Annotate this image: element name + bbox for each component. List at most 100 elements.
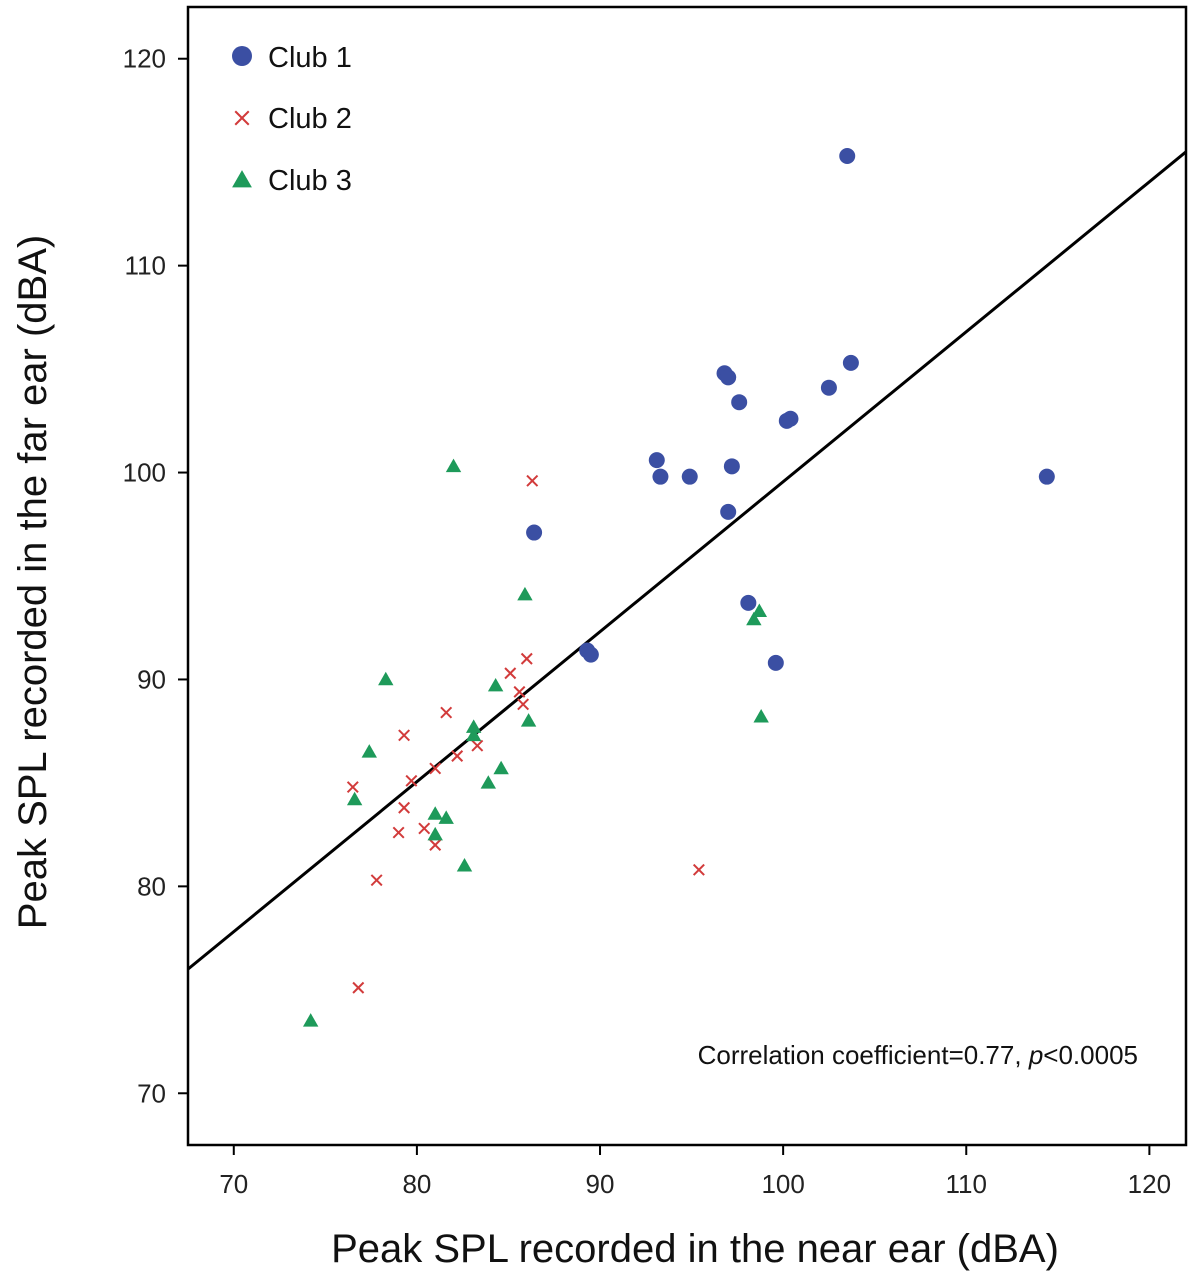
data-point-club-1 bbox=[839, 147, 856, 164]
data-point-club-2 bbox=[471, 739, 484, 752]
data-point-club-2 bbox=[504, 667, 517, 680]
x-marker-stroke bbox=[429, 839, 442, 851]
data-point-club-3 bbox=[465, 719, 482, 733]
data-point-club-1 bbox=[648, 452, 665, 469]
legend-marker-club-3 bbox=[232, 170, 252, 188]
y-tick-label: 90 bbox=[137, 664, 166, 694]
x-axis-ticks: 70 80 90 100 110 120 bbox=[219, 1145, 1171, 1199]
data-point-club-1 bbox=[720, 503, 737, 520]
data-point-club-2 bbox=[520, 652, 533, 665]
data-point-club-2 bbox=[418, 822, 431, 835]
data-point-club-2 bbox=[346, 781, 359, 794]
data-point-club-3 bbox=[465, 727, 482, 742]
y-axis-title: Peak SPL recorded in the far ear (dBA) bbox=[11, 235, 55, 929]
x-marker-stroke bbox=[451, 750, 464, 762]
data-point-club-3 bbox=[493, 760, 509, 775]
data-point-club-2 bbox=[429, 762, 442, 775]
data-point-club-3 bbox=[480, 775, 497, 789]
legend-label-club-2: Club 2 bbox=[268, 103, 352, 135]
regression-line bbox=[187, 150, 1187, 971]
data-point-club-1 bbox=[842, 354, 859, 371]
data-point-club-1 bbox=[767, 654, 784, 671]
data-point-club-1 bbox=[740, 594, 757, 611]
legend-symbol-club-1 bbox=[232, 46, 252, 66]
annotation-prefix: Correlation coefficient=0.77, bbox=[698, 1040, 1029, 1070]
y-axis-ticks: 70 80 90 100 110 120 bbox=[123, 44, 188, 1108]
data-point-club-3 bbox=[746, 611, 762, 626]
y-tick-label: 100 bbox=[123, 458, 166, 488]
data-point-club-3 bbox=[361, 744, 377, 758]
data-point-club-1 bbox=[526, 524, 543, 541]
x-marker-stroke bbox=[692, 863, 705, 876]
data-point-club-2 bbox=[451, 750, 464, 762]
data-point-club-3 bbox=[378, 671, 394, 686]
data-point-club-2 bbox=[440, 706, 453, 719]
data-point-club-2 bbox=[429, 839, 442, 851]
data-point-club-1 bbox=[720, 369, 737, 386]
correlation-annotation: Correlation coefficient=0.77, p<0.0005 bbox=[698, 1040, 1138, 1070]
data-point-club-1 bbox=[820, 379, 837, 396]
x-tick-label: 70 bbox=[219, 1169, 248, 1199]
y-tick-label: 80 bbox=[137, 871, 166, 901]
x-tick-label: 90 bbox=[586, 1169, 615, 1199]
x-marker-stroke bbox=[429, 762, 442, 775]
data-point-club-2 bbox=[517, 698, 530, 711]
data-point-club-3 bbox=[445, 458, 462, 473]
x-tick-label: 110 bbox=[946, 1169, 987, 1199]
data-point-club-1 bbox=[652, 468, 669, 485]
x-marker-stroke bbox=[392, 826, 405, 839]
data-point-club-2 bbox=[398, 801, 411, 814]
legend-label-club-3: Club 3 bbox=[268, 165, 352, 197]
x-marker-stroke bbox=[370, 874, 383, 887]
data-points bbox=[302, 147, 1055, 1027]
data-point-club-3 bbox=[751, 603, 768, 617]
data-point-club-3 bbox=[520, 713, 537, 727]
plot-frame bbox=[186, 5, 1188, 1147]
data-point-club-3 bbox=[427, 826, 443, 841]
legend: Club 1 Club 2 Club 3 bbox=[232, 42, 352, 197]
x-tick-label: 100 bbox=[761, 1169, 804, 1199]
data-point-club-1 bbox=[681, 468, 698, 485]
legend-symbol-club-2 bbox=[234, 110, 250, 126]
y-tick-label: 70 bbox=[137, 1078, 166, 1108]
data-point-club-3 bbox=[438, 810, 454, 824]
x-marker-stroke bbox=[405, 774, 418, 787]
data-point-club-2 bbox=[392, 826, 405, 839]
x-marker-stroke bbox=[517, 698, 530, 711]
y-tick-label: 110 bbox=[125, 251, 166, 281]
x-marker-stroke bbox=[398, 729, 411, 742]
data-point-club-3 bbox=[753, 708, 769, 723]
x-marker-stroke bbox=[440, 706, 453, 719]
legend-marker-club-1 bbox=[232, 46, 252, 66]
x-marker-stroke bbox=[418, 822, 431, 835]
x-marker-stroke bbox=[513, 685, 526, 698]
data-point-club-3 bbox=[346, 791, 363, 806]
data-point-club-2 bbox=[405, 774, 418, 787]
data-point-club-2 bbox=[398, 729, 411, 742]
x-tick-label: 80 bbox=[402, 1169, 431, 1199]
data-point-club-3 bbox=[456, 857, 473, 872]
x-marker-stroke bbox=[520, 652, 533, 665]
data-point-club-1 bbox=[731, 394, 748, 411]
x-marker-stroke bbox=[526, 474, 539, 487]
x-marker-stroke bbox=[398, 801, 411, 814]
y-tick-label: 120 bbox=[123, 44, 166, 74]
annotation-p-symbol: p bbox=[1028, 1040, 1043, 1070]
data-point-club-3 bbox=[302, 1013, 319, 1027]
data-point-club-1 bbox=[1038, 468, 1055, 485]
legend-marker-club-2 bbox=[234, 110, 250, 126]
data-point-club-1 bbox=[582, 646, 599, 663]
data-point-club-1 bbox=[723, 458, 740, 475]
x-marker-stroke bbox=[346, 781, 359, 794]
x-axis-title: Peak SPL recorded in the near ear (dBA) bbox=[331, 1227, 1059, 1271]
data-point-club-3 bbox=[517, 586, 533, 601]
data-point-club-2 bbox=[370, 874, 383, 887]
data-point-club-1 bbox=[782, 410, 799, 427]
annotation-suffix: <0.0005 bbox=[1043, 1040, 1138, 1070]
legend-symbol-club-3 bbox=[232, 170, 252, 188]
x-marker-stroke bbox=[471, 739, 484, 752]
data-point-club-3 bbox=[427, 806, 443, 820]
data-point-club-2 bbox=[513, 685, 526, 698]
regression-line-group bbox=[187, 150, 1187, 971]
